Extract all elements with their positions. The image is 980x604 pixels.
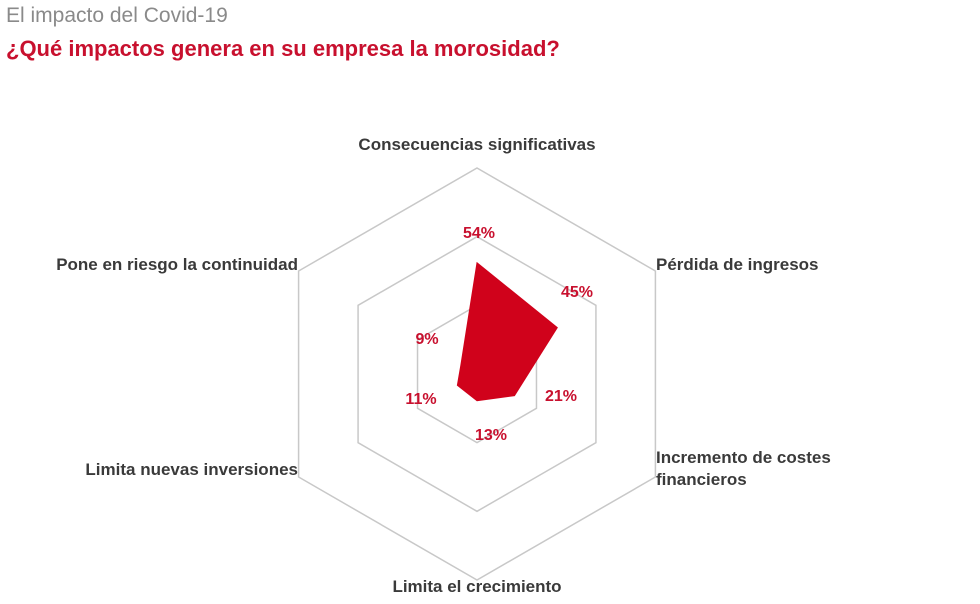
value-label-2: 21% [545, 388, 577, 405]
axis-label-1: Pérdida de ingresos [656, 255, 819, 274]
value-label-5: 9% [415, 331, 438, 348]
grid-ring-3 [297, 167, 657, 581]
value-label-3: 13% [475, 427, 507, 444]
axis-label-5: Pone en riesgo la continuidad [56, 255, 298, 274]
axis-label-0: Consecuencias significativas [358, 135, 595, 154]
grid-ring-2 [357, 235, 597, 513]
axis-labels: Consecuencias significativas Pérdida de i… [56, 135, 831, 596]
value-label-1: 45% [561, 284, 593, 301]
series-area [456, 261, 558, 402]
axis-label-2: Incremento de costes financieros [656, 448, 831, 489]
axis-label-4: Limita nuevas inversiones [85, 460, 298, 479]
value-labels: 54% 45% 21% 13% 11% 9% [405, 225, 593, 444]
chart-subtitle: ¿Qué impactos genera en su empresa la mo… [6, 36, 560, 61]
chart-title: El impacto del Covid-19 [6, 4, 228, 27]
value-label-0: 54% [463, 225, 495, 242]
value-label-4: 11% [405, 391, 436, 408]
axis-label-3: Limita el crecimiento [392, 577, 561, 596]
radar-series [456, 261, 558, 402]
